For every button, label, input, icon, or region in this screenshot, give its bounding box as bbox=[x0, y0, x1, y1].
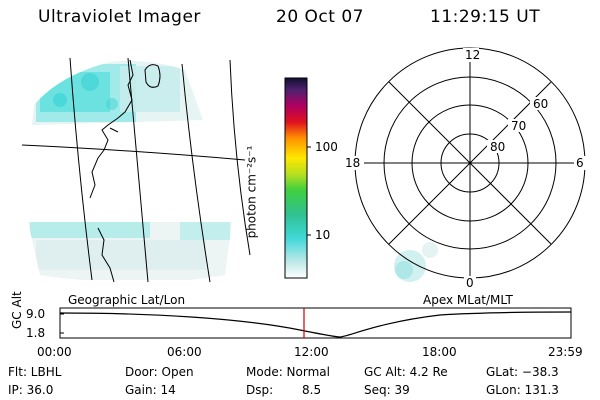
aurora-emission-polar bbox=[394, 242, 438, 282]
colorbar-tick-100: 100 bbox=[315, 140, 338, 154]
app-title: Ultraviolet Imager bbox=[38, 7, 201, 27]
coastline bbox=[89, 59, 161, 283]
status-dsp-label: Dsp: bbox=[246, 383, 274, 397]
status-filter: Flt: LBHL bbox=[8, 365, 62, 379]
polar-diagonal-2 bbox=[388, 81, 552, 245]
altitude-ytick-high: 9.0 bbox=[26, 307, 46, 321]
time-tick-1200: 12:00 bbox=[294, 345, 329, 359]
apex-panel-label: Apex MLat/MLT bbox=[423, 293, 513, 307]
altitude-ytick-low: 1.8 bbox=[26, 326, 46, 340]
time-tick-0600: 06:00 bbox=[167, 345, 202, 359]
time-tick-1800: 18:00 bbox=[422, 345, 457, 359]
altitude-ylabel: GC Alt bbox=[10, 291, 24, 329]
mlt-label-12: 12 bbox=[465, 48, 481, 62]
time-label: 11:29:15 UT bbox=[430, 7, 541, 27]
status-glat: GLat: −38.3 bbox=[486, 365, 559, 379]
status-glon: GLon: 131.3 bbox=[486, 383, 559, 397]
altitude-curve bbox=[59, 311, 572, 338]
time-tick-0000: 00:00 bbox=[37, 345, 72, 359]
mlt-label-6: 6 bbox=[576, 156, 584, 170]
altitude-plot-frame bbox=[59, 307, 572, 339]
colorbar-tick-10: 10 bbox=[315, 228, 331, 242]
date-label: 20 Oct 07 bbox=[276, 7, 364, 27]
status-mode: Mode: Normal bbox=[246, 365, 330, 379]
mlt-label-18: 18 bbox=[345, 156, 361, 170]
mlat-label-70: 70 bbox=[511, 119, 527, 133]
time-tick-2359: 23:59 bbox=[548, 345, 583, 359]
mlat-label-80: 80 bbox=[490, 140, 506, 154]
aurora-emission-south bbox=[28, 222, 232, 280]
status-ip: IP: 36.0 bbox=[8, 383, 54, 397]
mlat-label-60: 60 bbox=[533, 97, 549, 111]
status-seq: Seq: 39 bbox=[364, 383, 410, 397]
status-dsp-value: 8.5 bbox=[302, 383, 322, 397]
colorbar bbox=[284, 77, 311, 279]
status-gain: Gain: 14 bbox=[125, 383, 176, 397]
mlt-label-0: 0 bbox=[466, 276, 474, 290]
geographic-panel-label: Geographic Lat/Lon bbox=[68, 293, 186, 307]
status-gc-alt: GC Alt: 4.2 Re bbox=[364, 365, 448, 379]
longitude-grid bbox=[21, 57, 251, 283]
status-door: Door: Open bbox=[125, 365, 194, 379]
latitude-line bbox=[21, 144, 246, 161]
